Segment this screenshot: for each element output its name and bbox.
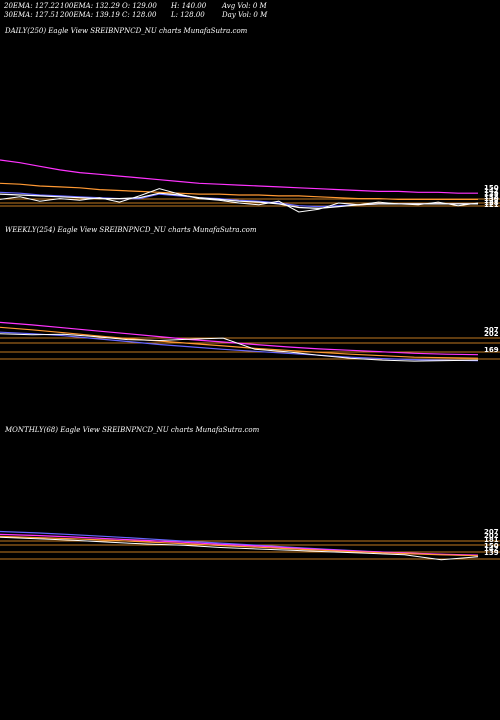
weekly-series-line bbox=[0, 331, 479, 362]
weekly-series-line bbox=[0, 326, 479, 359]
monthly-tick-label: 139 bbox=[484, 549, 499, 557]
monthly-tick-label: 202 bbox=[484, 532, 499, 540]
monthly-series-line bbox=[0, 536, 479, 561]
day-volume-value: Day Vol: 0 M bbox=[222, 11, 268, 19]
daily-tick-label: 130 bbox=[484, 195, 499, 203]
monthly-tick-label: 207 bbox=[484, 528, 499, 536]
daily-panel-title: DAILY(250) Eagle View SREIBNPNCD_NU char… bbox=[5, 27, 248, 35]
close-value: C: 128.00 bbox=[122, 11, 157, 19]
avg-volume-value: Avg Vol: 0 M bbox=[222, 2, 267, 10]
daily-series-line bbox=[0, 182, 478, 200]
weekly-tick-label: 202 bbox=[484, 330, 499, 338]
monthly-tick-label: 181 bbox=[484, 536, 499, 544]
high-value: H: 140.00 bbox=[171, 2, 207, 10]
ema200-value: 200EMA: 139.19 bbox=[60, 11, 120, 19]
ema100-value: 100EMA: 132.29 bbox=[60, 2, 120, 10]
daily-tick-label: 132 bbox=[484, 193, 499, 201]
monthly-panel-title: MONTHLY(68) Eagle View SREIBNPNCD_NU cha… bbox=[5, 426, 260, 434]
daily-tick-label: 128 bbox=[484, 199, 499, 207]
weekly-tick-label: 169 bbox=[484, 346, 499, 354]
open-value: O: 129.00 bbox=[122, 2, 157, 10]
weekly-panel-title: WEEKLY(254) Eagle View SREIBNPNCD_NU cha… bbox=[5, 226, 257, 234]
monthly-series-line bbox=[0, 535, 479, 557]
ema-price-summary: 20EMA: 127.22 100EMA: 132.29 O: 129.00 H… bbox=[4, 2, 267, 20]
weekly-series-line bbox=[0, 333, 479, 362]
daily-tick-label: 127 bbox=[484, 197, 499, 205]
daily-tick-label: 139 bbox=[484, 190, 499, 198]
monthly-tick-label: 150 bbox=[484, 542, 499, 550]
ema30-value: 30EMA: 127.51 bbox=[4, 11, 60, 19]
daily-tick-label: 142 bbox=[484, 187, 499, 195]
daily-tick-label: 150 bbox=[484, 184, 499, 192]
summary-row-2: 30EMA: 127.51 200EMA: 139.19 C: 128.00 L… bbox=[4, 11, 267, 20]
summary-row-1: 20EMA: 127.22 100EMA: 132.29 O: 129.00 H… bbox=[4, 2, 267, 11]
daily-series-line bbox=[0, 159, 478, 194]
monthly-tick-label: 142 bbox=[484, 545, 499, 553]
daily-series-line bbox=[0, 188, 479, 213]
daily-tick-label: 121 bbox=[484, 201, 499, 209]
weekly-tick-label: 207 bbox=[484, 326, 499, 334]
ema20-value: 20EMA: 127.22 bbox=[4, 2, 60, 10]
low-value: L: 128.00 bbox=[171, 11, 205, 19]
